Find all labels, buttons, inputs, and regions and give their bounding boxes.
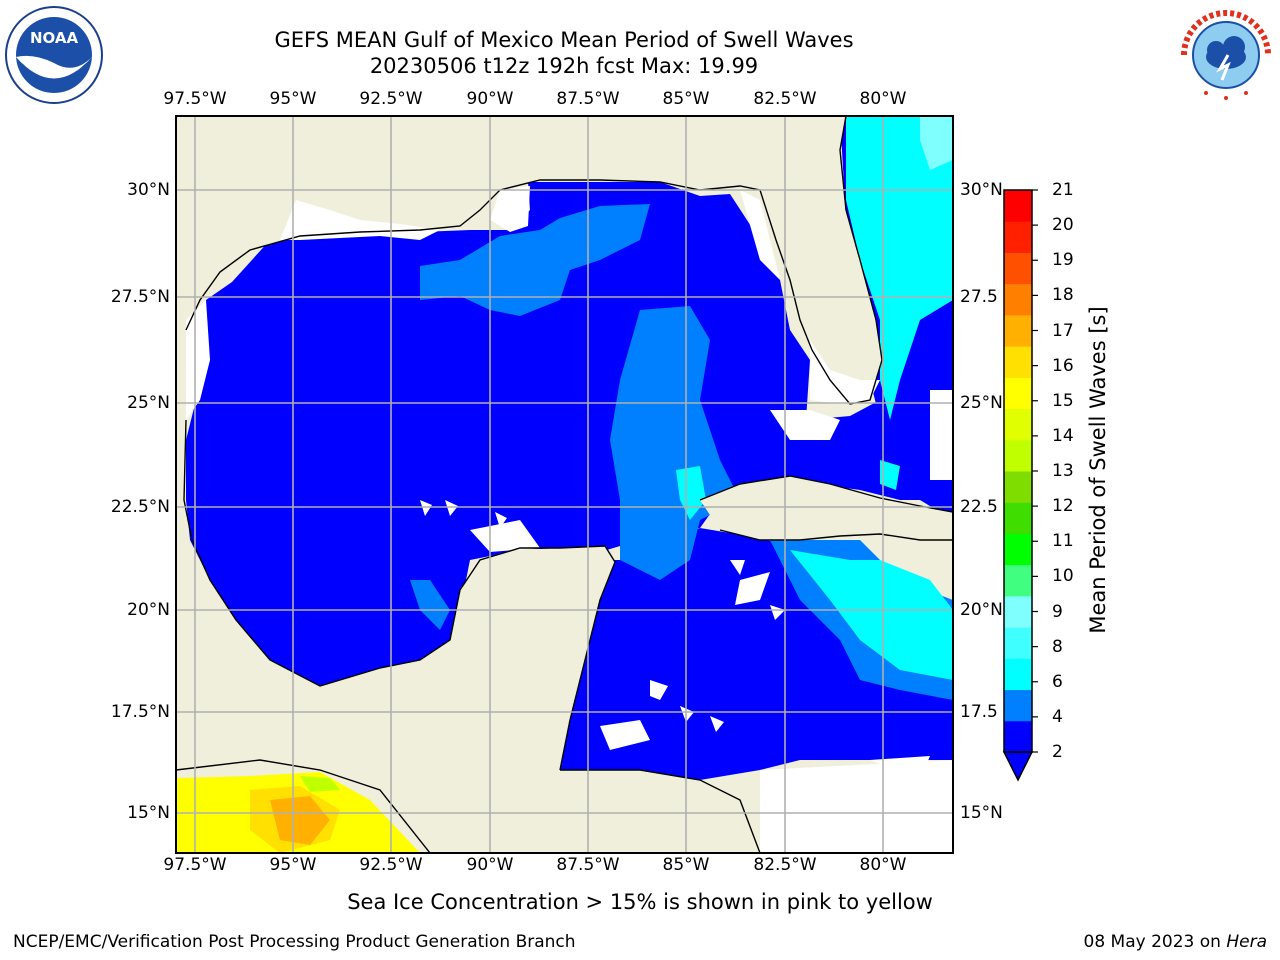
lon-label-bottom: 97.5°W [163, 855, 227, 875]
lat-label-right: 22.5 [960, 497, 998, 517]
yucatan-land [450, 546, 615, 770]
lon-label-top: 87.5°W [556, 89, 620, 109]
footer-host: Hera [1226, 932, 1267, 952]
nws-logo-icon [1179, 8, 1273, 102]
colorbar-tick-label: 14 [1052, 425, 1074, 446]
lon-label-top: 80°W [859, 89, 907, 109]
lon-label-top: 82.5°W [753, 89, 817, 109]
footer-credit: NCEP/EMC/Verification Post Processing Pr… [13, 932, 576, 952]
lat-label-left: 17.5°N [110, 702, 170, 722]
colorbar-swatch [1004, 658, 1032, 691]
lat-label-right: 25°N [960, 393, 1003, 413]
colorbar [1002, 189, 1038, 782]
colorbar-swatch [1004, 502, 1032, 534]
swell-zone-medium [610, 306, 740, 580]
colorbar-tick-label: 20 [1052, 215, 1074, 236]
colorbar-swatch [1004, 627, 1032, 659]
chart-title: GEFS MEAN Gulf of Mexico Mean Period of … [274, 28, 854, 52]
lat-label-right: 27.5 [960, 287, 998, 307]
lon-label-bottom: 90°W [466, 855, 514, 875]
colorbar-swatch [1004, 221, 1032, 253]
lon-label-bottom: 80°W [859, 855, 907, 875]
lat-label-right: 30°N [960, 180, 1003, 200]
colorbar-tick-label: 15 [1052, 390, 1074, 411]
colorbar-swatch [1004, 439, 1032, 472]
map-frame [175, 115, 954, 854]
sea-ice-note-row: Sea Ice Concentration > 15% is shown in … [0, 890, 1280, 914]
colorbar-tick-label: 8 [1052, 636, 1063, 657]
colorbar-tick-label: 16 [1052, 355, 1074, 376]
lat-label-left: 27.5°N [110, 287, 170, 307]
svg-text:NOAA: NOAA [30, 29, 79, 47]
us-land [176, 116, 846, 360]
colorbar-tick-label: 11 [1052, 531, 1074, 552]
colorbar-swatch [1004, 564, 1032, 597]
lat-label-right: 20°N [960, 600, 1003, 620]
colorbar-tick-label: 6 [1052, 671, 1063, 692]
colorbar-swatch [1004, 283, 1032, 316]
lon-label-top: 95°W [269, 89, 317, 109]
swell-zone-medium [420, 204, 650, 316]
lat-label-left: 15°N [127, 803, 170, 823]
lon-label-top: 85°W [662, 89, 710, 109]
colorbar-swatch [1004, 314, 1032, 347]
noaa-logo-icon: NOAA [5, 6, 103, 104]
lat-label-right: 15°N [960, 803, 1003, 823]
colorbar-swatch [1004, 190, 1032, 222]
colorbar-tick-label: 9 [1052, 601, 1063, 622]
colorbar-tick-label: 2 [1052, 742, 1063, 762]
chart-subtitle: 20230506 t12z 192h fcst Max: 19.99 [369, 54, 759, 78]
swell-zone-cyan [880, 460, 900, 490]
lon-label-bottom: 87.5°W [556, 855, 620, 875]
swell-zone-medium [410, 580, 450, 630]
colorbar-title: Mean Period of Swell Waves [s] [1086, 306, 1110, 634]
colorbar-swatch [1004, 533, 1032, 566]
lat-label-left: 22.5°N [110, 497, 170, 517]
lat-label-left: 25°N [127, 393, 170, 413]
lat-label-left: 20°N [127, 600, 170, 620]
colorbar-swatch [1004, 720, 1032, 753]
colorbar-tick-label: 21 [1052, 180, 1074, 200]
colorbar-swatch [1004, 595, 1032, 628]
colorbar-swatch [1004, 346, 1032, 378]
colorbar-swatch [1004, 471, 1032, 503]
footer-date: 08 May 2023 on Hera [1084, 932, 1268, 952]
cuba-land [700, 476, 953, 540]
lon-label-bottom: 92.5°W [359, 855, 423, 875]
swell-zone-light [920, 116, 953, 170]
lat-label-left: 30°N [127, 180, 170, 200]
lon-label-top: 92.5°W [359, 89, 423, 109]
colorbar-swatch [1004, 689, 1032, 722]
colorbar-tick-label: 12 [1052, 496, 1074, 517]
swell-zone-cyan [846, 116, 953, 420]
gulf-water [186, 182, 940, 686]
colorbar-swatch [1004, 377, 1032, 410]
colorbar-tick-label: 19 [1052, 250, 1074, 271]
lon-label-top: 90°W [466, 89, 514, 109]
sea-ice-field [300, 776, 340, 792]
colorbar-tick-label: 18 [1052, 285, 1074, 306]
colorbar-tick-label: 13 [1052, 461, 1074, 481]
lon-label-bottom: 82.5°W [753, 855, 817, 875]
swell-zone-cyan [790, 550, 953, 680]
footer-date-text: 08 May 2023 on [1083, 932, 1227, 952]
colorbar-tick-label: 4 [1052, 706, 1063, 727]
sea-ice-note: Sea Ice Concentration > 15% is shown in … [347, 890, 933, 914]
central-america-land [560, 770, 760, 853]
lon-label-bottom: 95°W [269, 855, 317, 875]
colorbar-swatch [1004, 408, 1032, 441]
colorbar-tick-label: 10 [1052, 566, 1074, 587]
lon-label-top: 97.5°W [163, 89, 227, 109]
colorbar-tick-label: 17 [1052, 320, 1074, 341]
colorbar-extend-arrow [1002, 751, 1034, 782]
colorbar-swatch [1004, 252, 1032, 285]
graticule [176, 116, 953, 853]
coastlines [176, 116, 953, 853]
lat-label-right: 17.5 [960, 702, 998, 722]
sea-ice-field [270, 796, 330, 845]
lon-label-bottom: 85°W [662, 855, 710, 875]
